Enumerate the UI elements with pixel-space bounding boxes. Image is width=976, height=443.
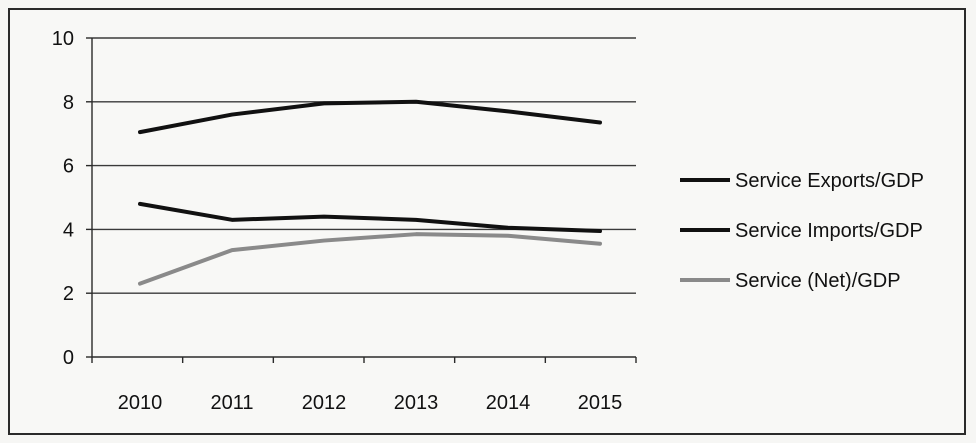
legend: Service Exports/GDP Service Imports/GDP Se… <box>680 170 924 292</box>
x-tick-label: 2012 <box>302 392 347 414</box>
series-line-2 <box>138 201 602 233</box>
gridlines <box>92 37 636 294</box>
x-tick-label: 2010 <box>118 392 163 414</box>
y-tick-label: 6 <box>63 156 74 178</box>
y-tick-label: 4 <box>63 219 74 241</box>
x-tick-label: 2014 <box>486 392 531 414</box>
series-line-3 <box>138 232 602 286</box>
y-axis-tick-labels: 0 2 4 6 8 10 <box>52 28 74 369</box>
x-axis-tick-labels: 2010 2011 2012 2013 2014 2015 <box>118 392 623 414</box>
x-tick-label: 2013 <box>394 392 439 414</box>
y-tick-label: 8 <box>63 92 74 114</box>
legend-label: Service (Net)/GDP <box>735 270 901 292</box>
series-lines <box>138 99 602 286</box>
x-tick-label: 2015 <box>578 392 623 414</box>
y-tick-label: 2 <box>63 283 74 305</box>
x-tick-label: 2011 <box>210 392 253 414</box>
axes <box>86 37 637 363</box>
y-tick-label: 0 <box>63 347 74 369</box>
series-line-1 <box>138 99 602 135</box>
chart-frame <box>8 8 966 435</box>
legend-label: Service Exports/GDP <box>735 170 924 192</box>
y-tick-label: 10 <box>52 28 74 50</box>
legend-label: Service Imports/GDP <box>735 220 923 242</box>
